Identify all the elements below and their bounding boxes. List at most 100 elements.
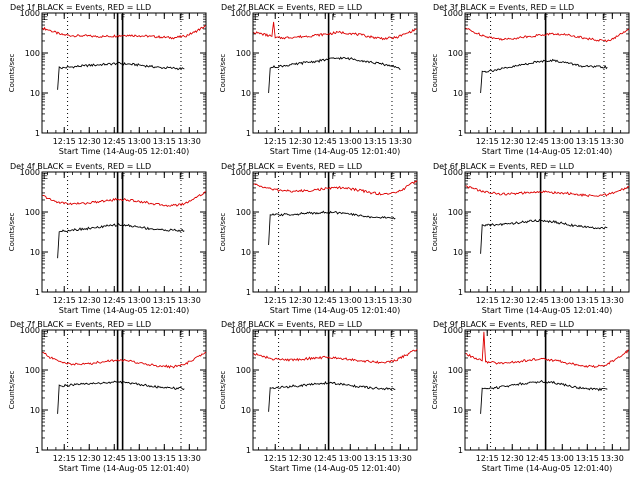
panel-det-5f: Det 5f BLACK = Events, RED = LLD 1 10 100 10… bbox=[219, 162, 418, 315]
y-axis-label: Counts/sec bbox=[8, 213, 16, 252]
series-lld-red bbox=[465, 331, 630, 369]
y-axis-label: Counts/sec bbox=[431, 54, 439, 93]
marker-label-e: E bbox=[43, 330, 48, 339]
y-tick-label: 1 bbox=[246, 446, 251, 455]
x-tick-label: 13:30 bbox=[601, 454, 624, 463]
x-tick-label: 12:45 bbox=[103, 296, 126, 305]
x-tick-label: 12:30 bbox=[78, 454, 101, 463]
y-tick-label: 1 bbox=[35, 129, 40, 138]
y-tick-label: 100 bbox=[236, 49, 251, 58]
y-axis-label: Counts/sec bbox=[431, 371, 439, 410]
x-tick-label: 12:15 bbox=[264, 454, 287, 463]
x-tick-label: 12:15 bbox=[476, 296, 499, 305]
x-tick-label: 12:15 bbox=[264, 137, 287, 146]
panel-title: Det 2f BLACK = Events, RED = LLD bbox=[221, 3, 362, 12]
panel-title: Det 6f BLACK = Events, RED = LLD bbox=[433, 162, 574, 171]
y-tick-label: 1000 bbox=[20, 9, 40, 18]
series-lld-red bbox=[42, 351, 207, 369]
x-tick-label: 13:15 bbox=[364, 137, 387, 146]
series-events-black bbox=[268, 380, 396, 412]
series-lld-red bbox=[42, 25, 207, 40]
series-events-black bbox=[57, 380, 185, 414]
plot-frame bbox=[41, 12, 207, 134]
x-tick-label: 13:15 bbox=[364, 454, 387, 463]
y-tick-label: 100 bbox=[25, 208, 40, 217]
y-axis-label: Counts/sec bbox=[8, 371, 16, 410]
x-axis-label: Start Time (14-Aug-05 12:01:40) bbox=[482, 147, 613, 156]
series-events-black bbox=[268, 210, 396, 246]
marker-label-f: F bbox=[544, 13, 549, 22]
y-tick-label: 10 bbox=[30, 406, 40, 415]
x-tick-label: 13:00 bbox=[551, 137, 574, 146]
y-tick-label: 1000 bbox=[20, 326, 40, 335]
y-tick-label: 100 bbox=[25, 49, 40, 58]
marker-label-e: E bbox=[179, 13, 184, 22]
marker-label-e: E bbox=[179, 330, 184, 339]
y-tick-label: 10 bbox=[241, 248, 251, 257]
x-tick-label: 12:45 bbox=[314, 454, 337, 463]
x-axis-label: Start Time (14-Aug-05 12:01:40) bbox=[482, 464, 613, 473]
y-tick-label: 10 bbox=[453, 406, 463, 415]
series-lld-red bbox=[465, 27, 630, 43]
y-tick-label: 10 bbox=[30, 248, 40, 257]
panel-det-1f: Det 1f BLACK = Events, RED = LLD 1 10 100 10… bbox=[8, 3, 207, 156]
series-events-black bbox=[57, 222, 185, 259]
plot-frame bbox=[252, 12, 418, 134]
marker-label-e: E bbox=[179, 172, 184, 181]
panel-title: Det 3f BLACK = Events, RED = LLD bbox=[433, 3, 574, 12]
y-tick-label: 100 bbox=[236, 208, 251, 217]
marker-label-e: E bbox=[466, 330, 471, 339]
x-tick-label: 12:15 bbox=[476, 137, 499, 146]
x-axis-label: Start Time (14-Aug-05 12:01:40) bbox=[270, 464, 401, 473]
plot-frame bbox=[464, 171, 630, 293]
panel-title: Det 8f BLACK = Events, RED = LLD bbox=[221, 320, 362, 329]
x-tick-label: 12:15 bbox=[264, 296, 287, 305]
x-axis-label: Start Time (14-Aug-05 12:01:40) bbox=[59, 147, 190, 156]
marker-label-e: E bbox=[466, 13, 471, 22]
series-lld-red bbox=[253, 349, 418, 365]
x-tick-label: 12:30 bbox=[501, 454, 524, 463]
x-tick-label: 13:30 bbox=[601, 137, 624, 146]
marker-label-e: E bbox=[602, 172, 607, 181]
y-tick-label: 1 bbox=[458, 288, 463, 297]
plot-frame bbox=[41, 329, 207, 451]
x-tick-label: 12:30 bbox=[78, 296, 101, 305]
panel-det-2f: Det 2f BLACK = Events, RED = LLD 1 10 100 10… bbox=[219, 3, 418, 156]
y-tick-label: 100 bbox=[448, 208, 463, 217]
panel-title: Det 1f BLACK = Events, RED = LLD bbox=[10, 3, 151, 12]
x-axis-label: Start Time (14-Aug-05 12:01:40) bbox=[59, 464, 190, 473]
x-tick-label: 13:30 bbox=[178, 137, 201, 146]
panel-det-9f: Det 9f BLACK = Events, RED = LLD 1 10 100 10… bbox=[431, 320, 630, 473]
x-tick-label: 13:15 bbox=[364, 296, 387, 305]
x-tick-label: 12:15 bbox=[53, 296, 76, 305]
x-tick-label: 12:45 bbox=[103, 454, 126, 463]
x-tick-label: 13:15 bbox=[153, 296, 176, 305]
y-tick-label: 100 bbox=[448, 49, 463, 58]
panel-det-7f: Det 7f BLACK = Events, RED = LLD 1 10 100 10… bbox=[8, 320, 207, 473]
y-tick-label: 100 bbox=[25, 366, 40, 375]
x-tick-label: 13:15 bbox=[576, 454, 599, 463]
x-tick-label: 12:30 bbox=[289, 454, 312, 463]
x-tick-label: 12:45 bbox=[526, 137, 549, 146]
y-tick-label: 1000 bbox=[443, 168, 463, 177]
x-tick-label: 13:30 bbox=[389, 137, 412, 146]
x-tick-label: 12:45 bbox=[526, 296, 549, 305]
x-tick-label: 13:15 bbox=[153, 454, 176, 463]
y-tick-label: 1 bbox=[458, 129, 463, 138]
marker-label-f: F bbox=[332, 13, 337, 22]
x-tick-label: 12:30 bbox=[501, 296, 524, 305]
panel-title: Det 5f BLACK = Events, RED = LLD bbox=[221, 162, 362, 171]
marker-label-e: E bbox=[254, 172, 259, 181]
x-tick-label: 13:30 bbox=[178, 454, 201, 463]
y-tick-label: 1000 bbox=[443, 9, 463, 18]
marker-label-f: F bbox=[544, 330, 549, 339]
y-tick-label: 10 bbox=[30, 89, 40, 98]
series-lld-red bbox=[465, 185, 630, 198]
y-axis-label: Counts/sec bbox=[431, 213, 439, 252]
x-axis-label: Start Time (14-Aug-05 12:01:40) bbox=[270, 147, 401, 156]
x-tick-label: 12:15 bbox=[53, 137, 76, 146]
series-events-black bbox=[480, 379, 608, 414]
y-tick-label: 1 bbox=[35, 446, 40, 455]
